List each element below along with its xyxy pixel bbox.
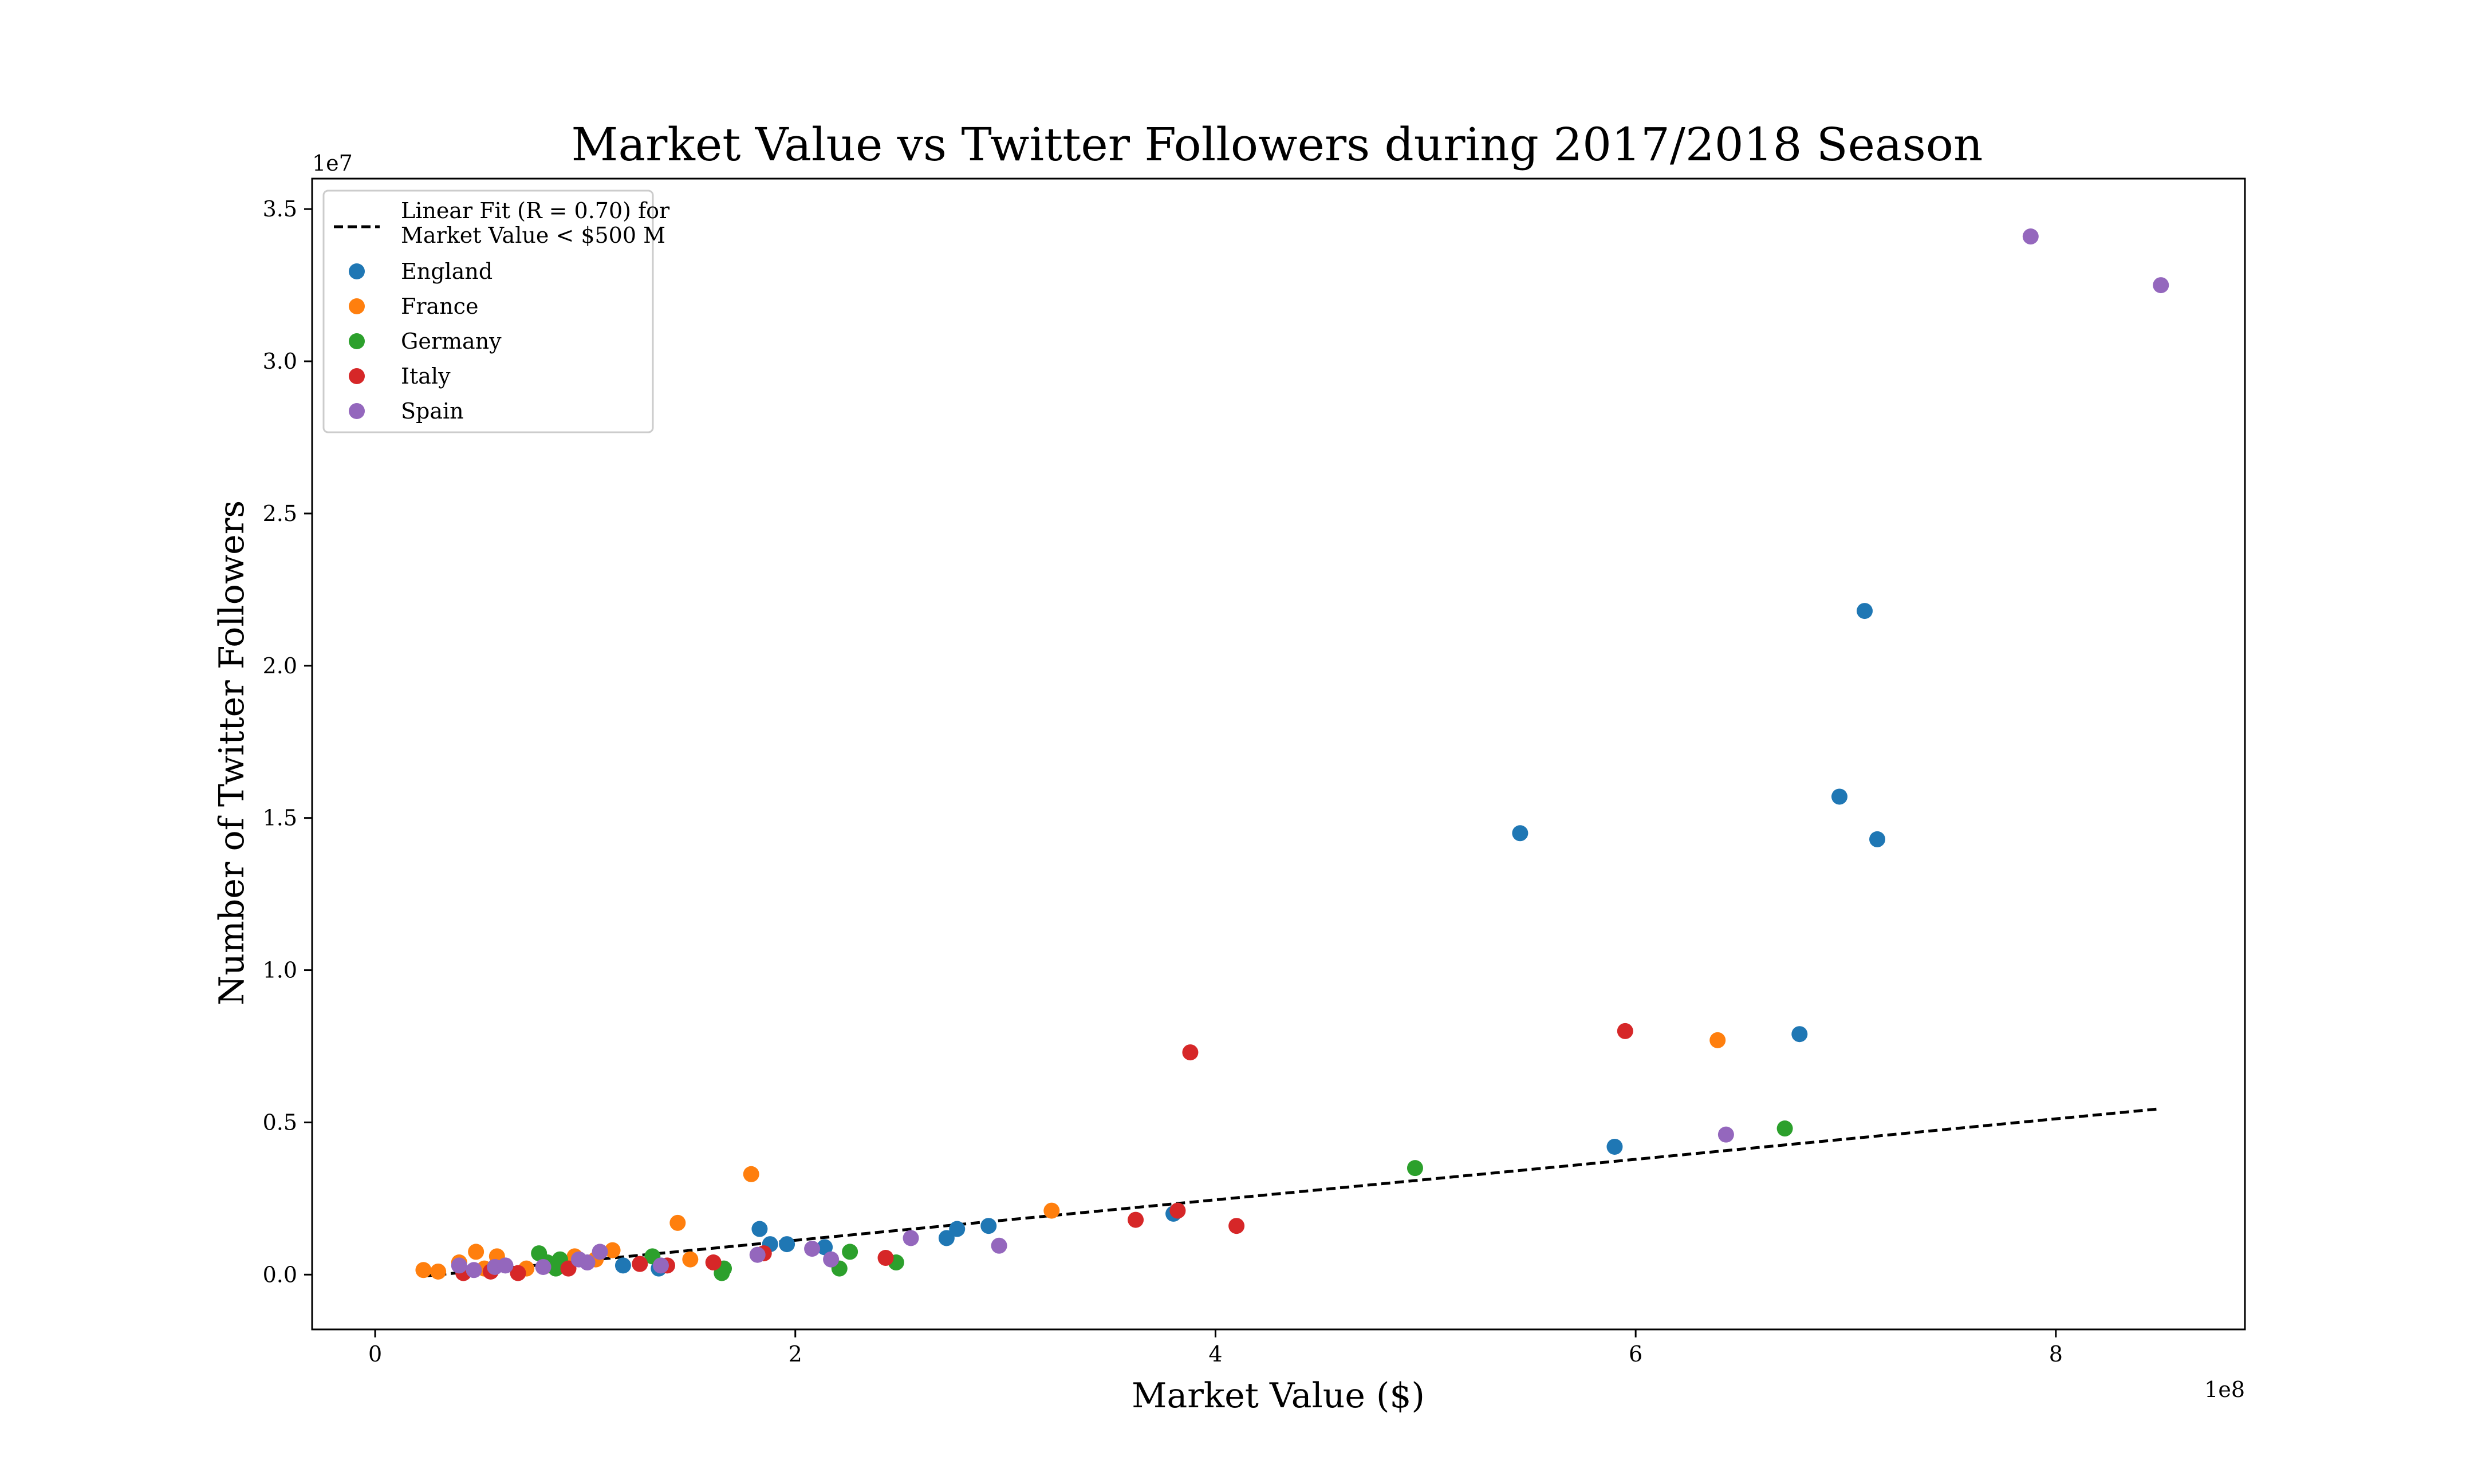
y-tick-label: 3.5 (263, 196, 297, 222)
y-axis: 0.0 0.5 1.0 1.5 2.0 2.5 3.0 3.5 (263, 196, 312, 1287)
y-axis-label: Number of Twitter Followers (212, 500, 252, 1005)
point-france (743, 1166, 759, 1182)
point-england (938, 1230, 955, 1246)
point-spain (749, 1246, 766, 1263)
x-axis-multiplier: 1e8 (2204, 1377, 2245, 1402)
point-spain (497, 1257, 514, 1274)
point-england (1512, 825, 1528, 842)
x-axis: 0 2 4 6 8 (368, 1329, 2063, 1367)
point-italy (510, 1265, 526, 1281)
point-italy (1169, 1202, 1186, 1219)
x-tick-label: 2 (789, 1341, 802, 1367)
point-france (682, 1251, 699, 1268)
series-spain (451, 228, 2169, 1278)
legend-label-england: England (401, 259, 493, 284)
y-axis-multiplier: 1e7 (312, 151, 353, 176)
point-france (415, 1262, 432, 1278)
fit-line (423, 1107, 2161, 1278)
point-germany (1776, 1120, 1793, 1137)
point-england (949, 1221, 966, 1237)
point-england (817, 1239, 833, 1256)
point-spain (903, 1230, 919, 1246)
point-spain (804, 1241, 821, 1257)
legend-label-germany: Germany (401, 329, 502, 354)
point-france (468, 1244, 484, 1260)
x-tick-label: 8 (2049, 1341, 2063, 1367)
point-italy (1182, 1044, 1199, 1061)
point-spain (823, 1251, 840, 1268)
chart-title: Market Value vs Twitter Followers during… (572, 118, 1983, 171)
point-england (779, 1236, 795, 1253)
point-spain (535, 1258, 551, 1275)
point-france (669, 1214, 686, 1231)
legend-fit-label-line1: Linear Fit (R = 0.70) for (401, 198, 670, 223)
legend-marker-france (349, 298, 365, 314)
point-spain (592, 1244, 608, 1260)
legend-label-spain: Spain (401, 398, 464, 424)
y-tick-label: 3.0 (263, 349, 297, 374)
point-italy (705, 1254, 722, 1271)
point-italy (877, 1250, 894, 1266)
point-england (1857, 603, 1873, 619)
plot-area: 0 2 4 6 8 0.0 0.5 1.0 1.5 2.0 2.5 3.0 3.5 (263, 177, 2246, 1367)
point-france (430, 1263, 447, 1280)
point-spain (451, 1257, 467, 1274)
point-france (604, 1242, 621, 1258)
x-tick-label: 0 (368, 1341, 382, 1367)
point-france (1043, 1202, 1060, 1219)
point-italy (632, 1256, 648, 1272)
y-tick-label: 2.0 (263, 653, 297, 678)
legend-marker-italy (349, 368, 365, 384)
point-spain (579, 1254, 596, 1271)
y-tick-label: 0.5 (263, 1110, 297, 1135)
legend-label-italy: Italy (401, 364, 451, 389)
point-england (1606, 1138, 1623, 1155)
linear-fit (423, 1107, 2161, 1278)
point-italy (560, 1260, 577, 1277)
point-italy (1128, 1211, 1144, 1228)
point-spain (2022, 228, 2039, 245)
legend-marker-england (349, 263, 365, 279)
point-germany (842, 1244, 858, 1260)
point-england (1869, 831, 1886, 847)
legend-label-france: France (401, 294, 478, 319)
legend: Linear Fit (R = 0.70) for Market Value <… (322, 190, 670, 433)
point-france (1709, 1032, 1726, 1048)
point-england (1791, 1026, 1808, 1043)
point-spain (2153, 277, 2169, 294)
legend-marker-germany (349, 333, 365, 349)
y-tick-label: 0.0 (263, 1262, 297, 1287)
y-tick-label: 1.0 (263, 958, 297, 983)
point-england (751, 1221, 768, 1237)
point-italy (1228, 1218, 1245, 1234)
legend-fit-label-line2: Market Value < $500 M (401, 223, 665, 248)
y-tick-label: 1.5 (263, 806, 297, 831)
legend-frame (322, 190, 654, 433)
x-axis-label: Market Value ($) (1132, 1376, 1425, 1416)
point-spain (991, 1237, 1007, 1254)
point-italy (1617, 1023, 1633, 1039)
point-england (1831, 788, 1847, 805)
point-england (614, 1257, 631, 1274)
y-tick-label: 2.5 (263, 501, 297, 526)
legend-marker-spain (349, 403, 365, 419)
point-spain (466, 1262, 482, 1278)
point-spain (652, 1257, 669, 1274)
point-spain (1717, 1126, 1734, 1143)
point-germany (1407, 1160, 1423, 1177)
x-tick-label: 4 (1208, 1341, 1222, 1367)
x-tick-label: 6 (1629, 1341, 1642, 1367)
point-england (980, 1218, 997, 1234)
plot-frame (311, 177, 2246, 1331)
scatter-points (415, 228, 2169, 1281)
